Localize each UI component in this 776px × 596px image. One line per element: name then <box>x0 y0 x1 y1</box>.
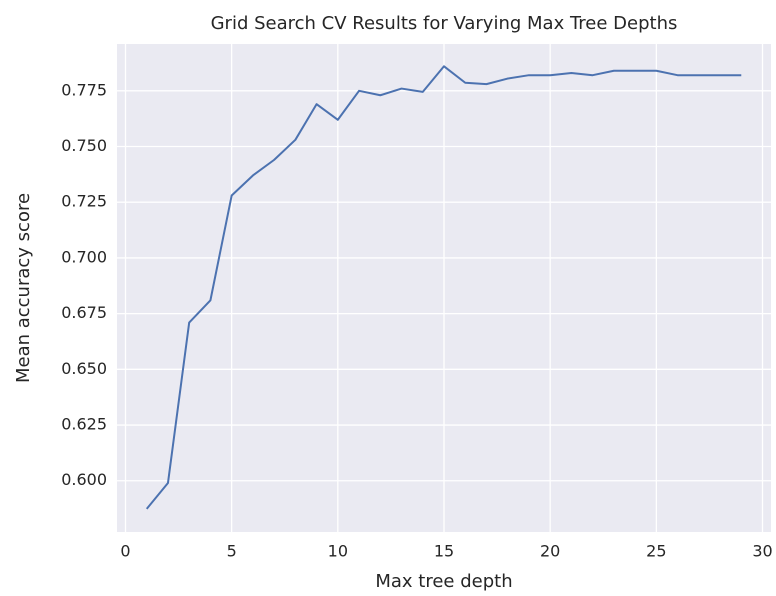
x-tick-label: 5 <box>227 542 237 561</box>
x-tick-label: 10 <box>328 542 348 561</box>
y-tick-label: 0.600 <box>61 470 107 489</box>
x-tick-label: 0 <box>120 542 130 561</box>
y-tick-label: 0.775 <box>61 80 107 99</box>
line <box>145 65 742 510</box>
y-tick-label: 0.675 <box>61 303 107 322</box>
x-tick-label: 30 <box>752 542 772 561</box>
x-axis-label: Max tree depth <box>375 571 512 592</box>
y-tick-label: 0.725 <box>61 192 107 211</box>
x-tick-label: 15 <box>434 542 454 561</box>
y-tick-label: 0.700 <box>61 247 107 266</box>
x-tick-label: 25 <box>646 542 666 561</box>
y-tick-label: 0.625 <box>61 415 107 434</box>
y-tick-label: 0.650 <box>61 359 107 378</box>
chart-title: Grid Search CV Results for Varying Max T… <box>211 13 678 34</box>
y-tick-label: 0.750 <box>61 136 107 155</box>
y-axis-label: Mean accuracy score <box>13 193 34 383</box>
x-tick-label: 20 <box>540 542 560 561</box>
